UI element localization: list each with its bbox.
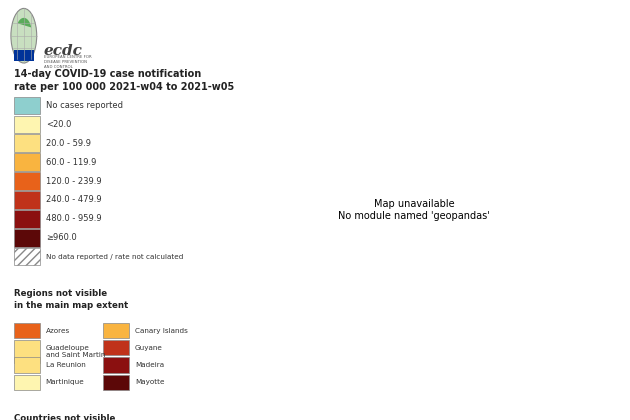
Text: 20.0 - 59.9: 20.0 - 59.9 (45, 139, 91, 148)
Bar (14, 50, 34, 61)
Bar (14, 375, 40, 390)
Text: 120.0 - 239.9: 120.0 - 239.9 (45, 176, 101, 186)
Text: Azores: Azores (45, 328, 70, 333)
Bar (14, 191, 40, 209)
Bar (14, 357, 40, 373)
Bar (14, 116, 40, 133)
Text: ≥960.0: ≥960.0 (45, 233, 76, 242)
Text: Countries not visible
in the main map extent: Countries not visible in the main map ex… (14, 414, 128, 420)
Text: EUROPEAN CENTRE FOR
DISEASE PREVENTION
AND CONTROL: EUROPEAN CENTRE FOR DISEASE PREVENTION A… (43, 55, 91, 69)
Text: No data reported / rate not calculated: No data reported / rate not calculated (45, 254, 183, 260)
Text: Canary Islands: Canary Islands (135, 328, 188, 333)
Bar (103, 375, 129, 390)
Bar (14, 97, 40, 114)
Text: Map unavailable
No module named 'geopandas': Map unavailable No module named 'geopand… (338, 199, 490, 221)
Bar (14, 134, 40, 152)
Polygon shape (18, 18, 32, 27)
Text: ecdc: ecdc (43, 44, 83, 58)
Bar (14, 229, 40, 247)
Text: 240.0 - 479.9: 240.0 - 479.9 (45, 195, 101, 205)
Text: Madeira: Madeira (135, 362, 164, 368)
Text: No cases reported: No cases reported (45, 101, 123, 110)
Circle shape (11, 8, 37, 63)
Bar (103, 340, 129, 355)
Bar (14, 210, 40, 228)
Text: Mayotte: Mayotte (135, 379, 164, 385)
Bar (14, 323, 40, 338)
Text: rate per 100 000 2021-w04 to 2021-w05: rate per 100 000 2021-w04 to 2021-w05 (14, 82, 234, 92)
Text: 14-day COVID-19 case notification: 14-day COVID-19 case notification (14, 69, 201, 79)
Text: Guadeloupe
and Saint Martin: Guadeloupe and Saint Martin (45, 345, 105, 358)
Text: Regions not visible
in the main map extent: Regions not visible in the main map exte… (14, 289, 128, 310)
Text: Martinique: Martinique (45, 379, 84, 385)
Bar (14, 248, 40, 265)
Bar (103, 323, 129, 338)
Text: Guyane: Guyane (135, 345, 163, 351)
Text: La Reunion: La Reunion (45, 362, 86, 368)
Bar (14, 172, 40, 190)
Text: <20.0: <20.0 (45, 120, 71, 129)
Bar (14, 340, 40, 363)
Text: 60.0 - 119.9: 60.0 - 119.9 (45, 158, 96, 167)
Text: 480.0 - 959.9: 480.0 - 959.9 (45, 214, 101, 223)
Bar (103, 357, 129, 373)
Bar (14, 153, 40, 171)
